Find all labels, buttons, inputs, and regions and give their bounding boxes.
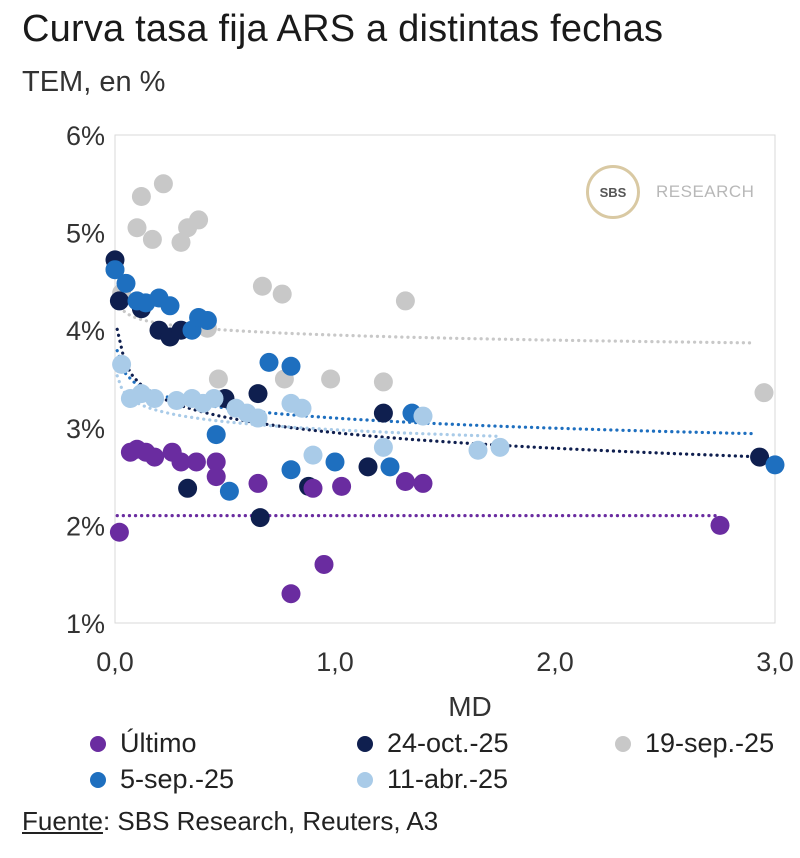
data-point xyxy=(219,481,239,501)
data-point xyxy=(208,369,228,389)
data-point xyxy=(145,389,165,409)
logo-text: RESEARCH xyxy=(656,182,755,201)
data-point xyxy=(171,452,191,472)
data-point xyxy=(145,447,165,467)
y-tick-label: 6% xyxy=(66,121,105,151)
x-axis-label: MD xyxy=(448,691,492,722)
data-point xyxy=(206,425,226,445)
trend-line xyxy=(115,299,755,345)
data-point xyxy=(281,460,301,480)
data-point xyxy=(206,467,226,487)
data-point xyxy=(252,276,272,296)
data-point xyxy=(490,437,510,457)
y-tick-label: 1% xyxy=(66,609,105,639)
y-tick-label: 2% xyxy=(66,511,105,541)
data-point xyxy=(112,354,132,374)
data-point xyxy=(171,232,191,252)
data-point xyxy=(468,440,488,460)
x-tick-label: 1,0 xyxy=(316,647,354,677)
data-point xyxy=(189,210,209,230)
chart-subtitle: TEM, en % xyxy=(22,66,166,98)
y-tick-label: 4% xyxy=(66,316,105,346)
logo-mark: SBS xyxy=(586,165,640,219)
data-point xyxy=(105,260,125,280)
data-point xyxy=(281,356,301,376)
data-point xyxy=(314,554,334,574)
data-point xyxy=(116,273,136,293)
data-point xyxy=(754,383,774,403)
x-tick-label: 3,0 xyxy=(756,647,794,677)
data-point xyxy=(750,447,770,467)
data-point xyxy=(153,174,173,194)
data-point xyxy=(303,478,323,498)
data-point xyxy=(373,437,393,457)
trend-line xyxy=(115,374,502,438)
data-point xyxy=(358,457,378,477)
data-point xyxy=(248,384,268,404)
data-point xyxy=(197,310,217,330)
source-text: : SBS Research, Reuters, A3 xyxy=(102,806,439,836)
data-point xyxy=(321,369,341,389)
y-tick-label: 5% xyxy=(66,219,105,249)
data-point xyxy=(248,408,268,428)
data-point xyxy=(413,406,433,426)
data-point xyxy=(167,390,187,410)
data-point xyxy=(710,515,730,535)
data-point xyxy=(292,398,312,418)
x-tick-label: 2,0 xyxy=(536,647,574,677)
data-point xyxy=(109,522,129,542)
data-point xyxy=(380,457,400,477)
sbs-research-logo: SBS RESEARCH xyxy=(586,165,754,219)
data-point xyxy=(248,473,268,493)
data-point xyxy=(259,352,279,372)
data-point xyxy=(332,476,352,496)
data-point xyxy=(373,372,393,392)
source-note: Fuente: SBS Research, Reuters, A3 xyxy=(22,806,438,837)
data-point xyxy=(325,452,345,472)
data-point xyxy=(131,186,151,206)
data-point xyxy=(206,452,226,472)
data-point xyxy=(281,584,301,604)
data-point xyxy=(178,478,198,498)
data-point xyxy=(250,508,270,528)
data-point xyxy=(204,389,224,409)
chart-title: Curva tasa fija ARS a distintas fechas xyxy=(22,8,664,50)
x-tick-label: 0,0 xyxy=(96,647,134,677)
data-point xyxy=(186,452,206,472)
data-point xyxy=(109,291,129,311)
data-point xyxy=(413,473,433,493)
data-point xyxy=(272,284,292,304)
data-point xyxy=(127,218,147,238)
data-point xyxy=(160,296,180,316)
data-point xyxy=(142,229,162,249)
plot-area xyxy=(114,134,776,624)
data-point xyxy=(303,445,323,465)
source-label: Fuente xyxy=(22,806,103,836)
trend-line xyxy=(115,349,755,436)
data-point xyxy=(373,403,393,423)
data-point xyxy=(395,471,415,491)
data-point xyxy=(765,455,785,475)
y-tick-label: 3% xyxy=(66,414,105,444)
data-point xyxy=(395,291,415,311)
